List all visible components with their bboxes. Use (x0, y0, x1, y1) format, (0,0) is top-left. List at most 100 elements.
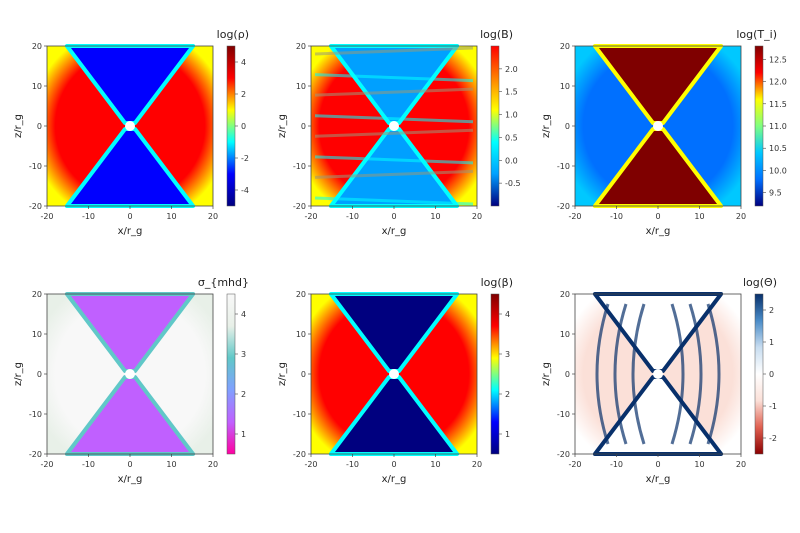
y-axis-label: z/r_g (13, 114, 24, 138)
colorbar-tick-label: 2 (241, 90, 246, 99)
y-tick-label: 0 (37, 370, 42, 379)
heatmap-filament (595, 303, 610, 445)
x-tick-label: -10 (610, 460, 623, 469)
colorbar-tick-label: 2 (241, 390, 246, 399)
colorbar-tick-label: 10.0 (769, 166, 787, 175)
colorbar-tick-label: 1 (241, 430, 246, 439)
heatmap-texture-streak (314, 87, 474, 97)
x-tick-label: -20 (304, 212, 317, 221)
x-tick-label: -10 (346, 460, 359, 469)
x-axis-label: x/r_g (118, 226, 143, 237)
y-tick-label: -20 (557, 202, 570, 211)
x-axis-label: x/r_g (646, 226, 671, 237)
heatmap-texture-streak (314, 196, 474, 206)
y-axis-label: z/r_g (541, 114, 552, 138)
x-tick-label: -20 (40, 460, 53, 469)
y-tick-label: 20 (560, 290, 570, 299)
heatmap-texture-streak (314, 46, 474, 56)
colorbar-tick-label: -1 (769, 402, 777, 411)
y-tick-label: 10 (296, 82, 306, 91)
panel-4: -20 -10 0 10 20 20 10 0 -10 -20 x/r_g z/r_g 4 3 2 1 σ_{m… (13, 276, 249, 485)
heatmap-texture-streak (314, 73, 474, 83)
y-tick-label: 10 (560, 330, 570, 339)
x-tick-label: -10 (82, 460, 95, 469)
black-hole-horizon (653, 121, 663, 131)
x-tick-label: 10 (430, 212, 440, 221)
x-tick-label: -10 (82, 212, 95, 221)
colorbar-tick-label: -4 (241, 186, 249, 195)
colorbar (754, 293, 764, 455)
x-tick-label: -10 (610, 212, 623, 221)
x-tick-label: 0 (655, 460, 660, 469)
y-axis-label: z/r_g (13, 362, 24, 386)
x-tick-label: 20 (472, 460, 482, 469)
x-tick-label: 0 (391, 212, 396, 221)
panel-3: -20 -10 0 10 20 20 10 0 -10 -20 x/r_g z/r_g 12.5 12.0… (541, 28, 787, 237)
y-tick-label: -10 (557, 410, 570, 419)
black-hole-horizon (389, 121, 399, 131)
x-tick-label: 0 (127, 212, 132, 221)
black-hole-horizon (125, 369, 135, 379)
x-tick-label: -10 (346, 212, 359, 221)
y-tick-label: -20 (557, 450, 570, 459)
colorbar-tick-label: -2 (769, 434, 777, 443)
x-tick-label: 20 (208, 212, 218, 221)
panel-2: -20 -10 0 10 20 20 10 0 -10 -20 x/r_g z/r_g 2.0 1.5 1.… (277, 28, 521, 237)
heatmap-texture-streak (314, 128, 474, 138)
x-tick-label: 10 (694, 212, 704, 221)
x-tick-label: 20 (736, 212, 746, 221)
y-tick-label: 0 (301, 370, 306, 379)
colorbar (754, 45, 764, 207)
panel-5: -20 -10 0 10 20 20 10 0 -10 -20 x/r_g z/r_g 4 3 2 1 log(… (277, 276, 513, 485)
colorbar-tick-label: 3 (505, 350, 510, 359)
x-tick-label: 10 (166, 212, 176, 221)
y-tick-label: -20 (293, 450, 306, 459)
colorbar (490, 293, 500, 455)
y-tick-label: -20 (29, 202, 42, 211)
colorbar-tick-label: -0.5 (505, 179, 521, 188)
heatmap-texture-streak (314, 114, 474, 124)
colorbar-tick-label: 4 (241, 58, 246, 67)
colorbar-tick-label: 1 (769, 338, 774, 347)
panel-6: -20 -10 0 10 2020100-10-20x/r_gz/r_g210-1-2l… (541, 276, 777, 485)
y-tick-label: -10 (293, 162, 306, 171)
colorbar-tick-label: 11.0 (769, 122, 787, 131)
x-tick-label: -20 (568, 212, 581, 221)
x-axis-label: x/r_g (382, 474, 407, 485)
y-tick-label: 10 (296, 330, 306, 339)
x-tick-label: 20 (736, 460, 746, 469)
panel-title: log(T_i) (736, 28, 777, 41)
colorbar-tick-label: 1 (505, 430, 510, 439)
black-hole-horizon (125, 121, 135, 131)
y-tick-label: 20 (296, 290, 306, 299)
y-tick-label: 0 (37, 122, 42, 131)
y-tick-label: 20 (560, 42, 570, 51)
x-tick-label: 0 (655, 212, 660, 221)
colorbar-tick-label: 9.5 (769, 189, 782, 198)
heatmap-texture-streak (314, 169, 474, 179)
x-tick-label: -20 (568, 460, 581, 469)
colorbar-tick-label: 3 (241, 350, 246, 359)
y-tick-label: -20 (29, 450, 42, 459)
y-tick-label: 0 (565, 122, 570, 131)
panel-title: log(B) (480, 28, 513, 41)
colorbar-tick-label: 12.0 (769, 78, 787, 87)
y-tick-label: -10 (29, 162, 42, 171)
x-tick-label: 10 (694, 460, 704, 469)
colorbar (226, 45, 236, 207)
panel-title: log(ρ) (217, 28, 249, 41)
black-hole-horizon (653, 369, 663, 379)
colorbar-tick-label: 0.0 (505, 156, 518, 165)
colorbar-tick-label: 2 (505, 390, 510, 399)
colorbar-tick-label: -2 (241, 154, 249, 163)
colorbar-tick-label: 1.0 (505, 111, 518, 120)
y-tick-label: 10 (560, 82, 570, 91)
x-tick-label: 0 (391, 460, 396, 469)
colorbar-tick-label: 0.5 (505, 133, 518, 142)
y-tick-label: 20 (32, 42, 42, 51)
y-tick-label: 20 (32, 290, 42, 299)
panel-1: -20 -10 0 10 2020100-10-20x/r_gz/r_g420-2-4l… (13, 28, 249, 237)
black-hole-horizon (389, 369, 399, 379)
colorbar-tick-label: 12.5 (769, 55, 787, 64)
